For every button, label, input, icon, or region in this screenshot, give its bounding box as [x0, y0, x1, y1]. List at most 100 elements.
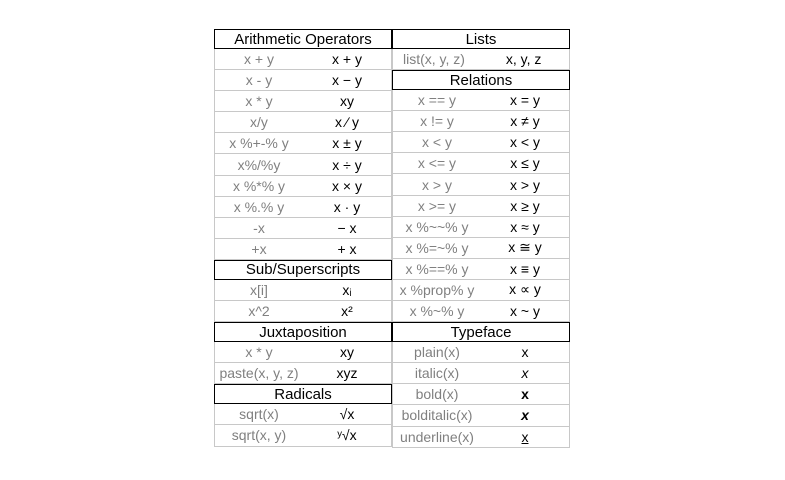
- expression-code: bold(x): [415, 386, 459, 403]
- rendered-expression: − x: [337, 219, 357, 236]
- table-row: plain(x) x: [392, 342, 570, 364]
- section-header-juxtaposition: Juxtaposition: [214, 322, 392, 343]
- rendered-expression: x ÷ y: [332, 156, 362, 173]
- rendered-expression: xyz: [336, 365, 358, 382]
- rendered-expression: x: [521, 344, 529, 361]
- table-row: sqrt(x) √x: [214, 404, 392, 426]
- expression-code: sqrt(x): [239, 406, 279, 423]
- table-row: list(x, y, z) x, y, z: [392, 49, 570, 71]
- rendered-expression: x ± y: [332, 135, 362, 152]
- table-row: underline(x) x: [392, 426, 570, 448]
- table-row: italic(x) x: [392, 363, 570, 385]
- expression-code: sqrt(x, y): [231, 427, 287, 444]
- table-row: x >= y x ≥ y: [392, 195, 570, 217]
- expression-code: italic(x): [414, 365, 460, 382]
- table-row: x %.% y x · y: [214, 196, 392, 218]
- rendered-expression: + x: [337, 240, 357, 257]
- section-header-radicals: Radicals: [214, 384, 392, 405]
- expression-code: x >= y: [417, 197, 457, 214]
- rendered-expression: x ~ y: [510, 303, 540, 320]
- expression-code: x/y: [250, 114, 268, 131]
- table-row: bolditalic(x) x: [392, 405, 570, 427]
- rendered-expression: x + y: [332, 51, 362, 68]
- table-row: x * y xy: [214, 91, 392, 113]
- table-row: x[i] xᵢ: [214, 279, 392, 302]
- table-row: x %~~% y x ≈ y: [392, 216, 570, 238]
- expression-code: x^2: [248, 303, 270, 320]
- expression-code: list(x, y, z): [403, 51, 465, 68]
- rendered-expression: x × y: [332, 177, 362, 194]
- rendered-expression: x · y: [333, 198, 361, 215]
- table-row: x %==% y x ≡ y: [392, 258, 570, 280]
- rendered-expression: xy: [340, 93, 354, 110]
- rendered-expression: x ≡ y: [510, 260, 540, 277]
- rendered-expression: xᵢ: [342, 281, 352, 298]
- rendered-expression: x, y, z: [505, 51, 542, 68]
- expression-code: x%/%y: [237, 156, 281, 173]
- expression-code: x %*% y: [232, 177, 286, 194]
- table-row: x%/%y x ÷ y: [214, 154, 392, 176]
- expression-code: plain(x): [414, 344, 460, 361]
- section-header-relations: Relations: [392, 70, 570, 91]
- rendered-expression: x: [521, 428, 529, 445]
- table-row: x <= y x ≤ y: [392, 153, 570, 175]
- rendered-expression: xy: [340, 344, 354, 361]
- table-row: -x − x: [214, 217, 392, 239]
- rendered-expression: x: [521, 365, 529, 382]
- table-row: x/y x ∕ y: [214, 112, 392, 134]
- expression-code: x <= y: [417, 155, 457, 172]
- expression-code: x %==% y: [405, 260, 469, 277]
- table-row: x %~% y x ~ y: [392, 301, 570, 323]
- section-header-arithmetic-operators: Arithmetic Operators: [214, 29, 392, 49]
- expression-code: +x: [251, 240, 267, 257]
- table-row: x %prop% y x ∝ y: [392, 279, 570, 302]
- expression-code: paste(x, y, z): [219, 365, 299, 382]
- expression-code: underline(x): [400, 428, 474, 445]
- rendered-expression: x > y: [510, 176, 540, 193]
- rendered-expression: x ∝ y: [509, 281, 541, 298]
- table-row: x^2 x²: [214, 301, 392, 323]
- table-row: x != y x ≠ y: [392, 111, 570, 133]
- expression-code: x - y: [245, 72, 273, 89]
- table-row: bold(x) x: [392, 384, 570, 406]
- section-header-sub-superscripts: Sub/Superscripts: [214, 259, 392, 280]
- expression-code: x + y: [244, 51, 274, 68]
- expression-code: x %=~% y: [405, 239, 469, 256]
- table-row: paste(x, y, z) xyz: [214, 363, 392, 385]
- expression-code: x %~% y: [409, 303, 465, 320]
- rendered-expression: x − y: [332, 72, 362, 89]
- table-row: x + y x + y: [214, 49, 392, 71]
- table-row: x < y x < y: [392, 132, 570, 154]
- rendered-expression: x ≠ y: [510, 113, 540, 130]
- rendered-expression: x = y: [510, 92, 540, 109]
- expression-code: x > y: [422, 176, 452, 193]
- expression-code: x %.% y: [233, 198, 285, 215]
- expression-code: x %prop% y: [399, 281, 475, 298]
- left-column: Arithmetic Operators x + y x + y x - y x −…: [214, 29, 392, 447]
- rendered-expression: x ≥ y: [510, 197, 540, 214]
- rendered-expression: x: [521, 386, 529, 403]
- table-row: x * y xy: [214, 342, 392, 364]
- right-column: Lists list(x, y, z) x, y, z Relations x =…: [392, 29, 570, 448]
- rendered-expression: x < y: [510, 134, 540, 151]
- rendered-expression: x²: [341, 303, 353, 320]
- table-row: x %+-% y x ± y: [214, 133, 392, 155]
- rendered-expression: x ∕ y: [334, 114, 360, 131]
- table-row: +x + x: [214, 238, 392, 260]
- expression-code: x * y: [245, 93, 273, 110]
- section-header-lists: Lists: [392, 29, 570, 49]
- rendered-expression: x ≈ y: [510, 218, 540, 235]
- expression-code: bolditalic(x): [401, 407, 473, 424]
- expression-code: x != y: [420, 113, 454, 130]
- rendered-expression: x ≅ y: [508, 239, 542, 256]
- expression-code: x * y: [245, 344, 273, 361]
- expression-code: x == y: [417, 92, 457, 109]
- rendered-expression: x: [521, 407, 529, 424]
- expression-code: x[i]: [250, 281, 268, 298]
- table-row: sqrt(x, y) ʸ√x: [214, 425, 392, 447]
- expression-code: x %~~% y: [405, 218, 469, 235]
- rendered-expression: x ≤ y: [510, 155, 540, 172]
- rendered-expression: ʸ√x: [337, 427, 357, 444]
- table-row: x > y x > y: [392, 174, 570, 196]
